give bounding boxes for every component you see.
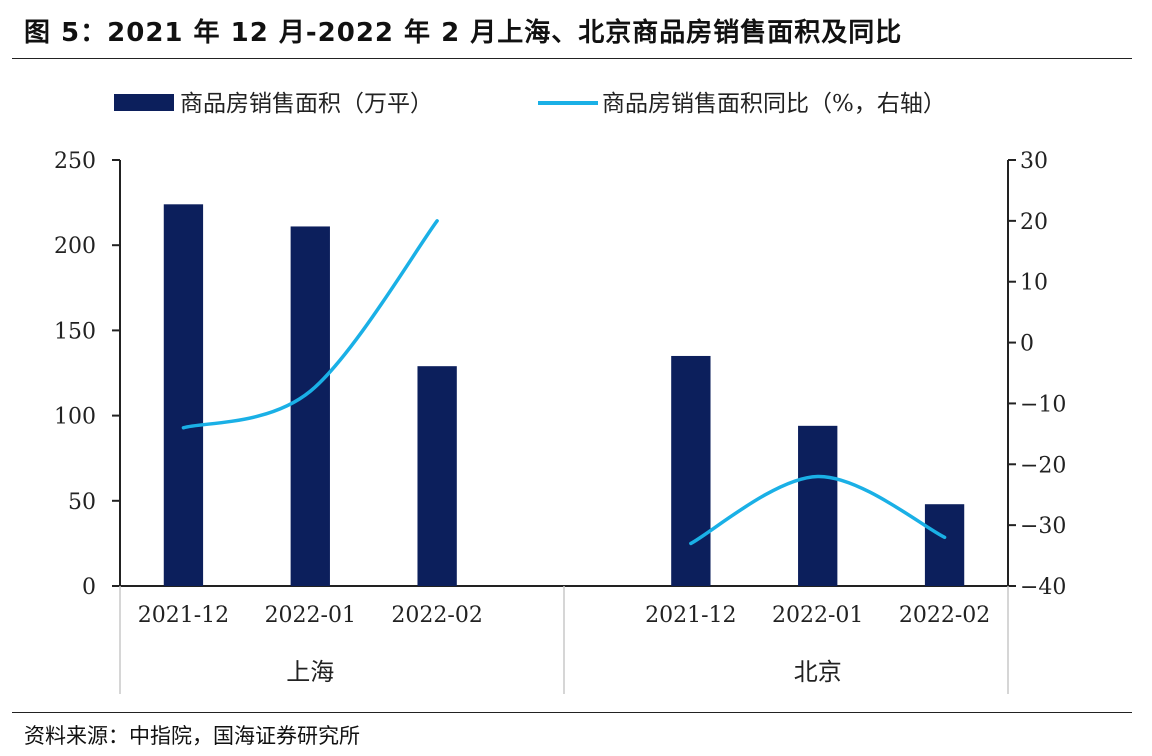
source-note: 资料来源：中指院，国海证券研究所 bbox=[24, 724, 360, 748]
category-label: 2022-01 bbox=[772, 603, 863, 628]
legend-line-label: 商品房销售面积同比（%，右轴） bbox=[602, 91, 946, 117]
right-axis-tick-label: −40 bbox=[1020, 575, 1066, 600]
category-label: 2022-02 bbox=[391, 603, 482, 628]
yoy-line-北京 bbox=[689, 474, 947, 546]
left-axis-tick-label: 100 bbox=[54, 405, 96, 430]
right-axis-tick-label: 10 bbox=[1020, 271, 1048, 296]
right-axis-tick-label: −30 bbox=[1020, 514, 1066, 539]
bar-北京-2021-12 bbox=[671, 355, 711, 586]
legend-bar-label: 商品房销售面积（万平） bbox=[180, 91, 433, 117]
bar-北京-2022-01 bbox=[798, 425, 838, 586]
bars bbox=[163, 204, 965, 586]
yoy-line-上海 bbox=[181, 219, 439, 430]
axes: 0 50 100 150 200 250 −40 −30 −20 −10 0 10 20 30 bbox=[54, 149, 1066, 694]
category-label: 2022-02 bbox=[899, 603, 990, 628]
right-axis-tick-label: 20 bbox=[1020, 210, 1048, 235]
legend: 商品房销售面积（万平） 商品房销售面积同比（%，右轴） bbox=[114, 91, 946, 117]
category-label: 2022-01 bbox=[265, 603, 356, 628]
right-axis-tick-label: −10 bbox=[1020, 392, 1066, 417]
right-axis-tick-label: 30 bbox=[1020, 149, 1048, 174]
left-axis-tick-label: 150 bbox=[54, 319, 96, 344]
figure-title: 图 5：2021 年 12 月-2022 年 2 月上海、北京商品房销售面积及同… bbox=[24, 18, 903, 48]
bar-上海-2022-02 bbox=[417, 366, 457, 586]
x-axis-labels: 2021-12 2022-01 2022-02 上海 2021-12 2022-01 202… bbox=[138, 603, 991, 686]
left-axis-tick-label: 0 bbox=[82, 575, 96, 600]
source-rule bbox=[12, 712, 1132, 713]
bar-北京-2022-02 bbox=[924, 504, 965, 586]
right-axis-tick-label: 0 bbox=[1020, 332, 1034, 357]
category-label: 2021-12 bbox=[645, 603, 736, 628]
group-label: 上海 bbox=[286, 658, 334, 686]
legend-bar-swatch bbox=[114, 94, 174, 111]
right-axis-tick-label: −20 bbox=[1020, 453, 1066, 478]
lines bbox=[181, 219, 947, 546]
group-label: 北京 bbox=[794, 658, 842, 686]
left-axis-tick-label: 50 bbox=[68, 490, 96, 515]
bar-上海-2021-12 bbox=[163, 204, 204, 586]
left-axis-tick-label: 200 bbox=[54, 234, 96, 259]
category-label: 2021-12 bbox=[138, 603, 229, 628]
bar-上海-2022-01 bbox=[290, 226, 330, 586]
left-axis-tick-label: 250 bbox=[54, 149, 96, 174]
title-rule bbox=[12, 58, 1132, 59]
